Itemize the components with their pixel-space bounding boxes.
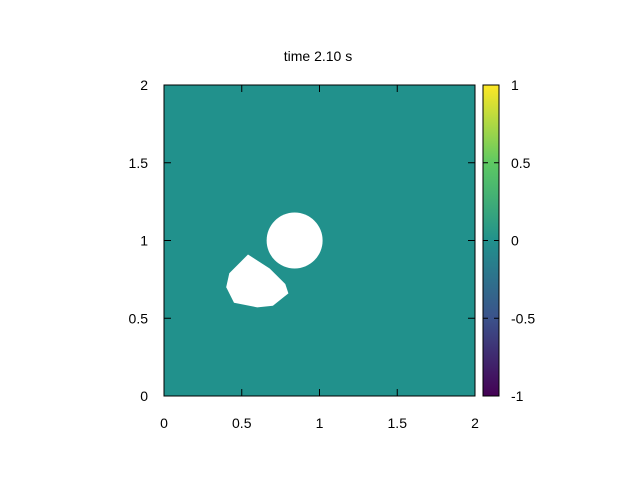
colorbar-tick-label: -1 — [511, 388, 524, 404]
colorbar: -1 -0.5 0 0.5 1 — [482, 77, 535, 404]
x-tick-label: 0 — [160, 415, 168, 431]
x-tick-label: 1 — [316, 415, 324, 431]
void-region-2 — [226, 254, 289, 308]
y-axis: 0 0.5 1 1.5 2 — [129, 77, 475, 404]
void-regions — [226, 212, 323, 308]
colorbar-tick-label: 0.5 — [511, 155, 531, 171]
colorbar-tick-label: -0.5 — [511, 310, 535, 326]
colorbar-tick-label: 1 — [511, 77, 519, 93]
chart-title: time 2.10 s — [284, 48, 352, 64]
void-region-1 — [266, 212, 323, 269]
colorbar-tick-label: 0 — [511, 233, 519, 249]
y-tick-label: 0 — [140, 388, 148, 404]
x-tick-label: 0.5 — [232, 415, 252, 431]
x-tick-label: 2 — [471, 415, 479, 431]
y-tick-label: 1.5 — [129, 155, 149, 171]
y-tick-label: 2 — [140, 77, 148, 93]
x-tick-label: 1.5 — [388, 415, 408, 431]
x-axis: 0 0.5 1 1.5 2 — [160, 85, 479, 431]
y-tick-label: 0.5 — [129, 310, 149, 326]
y-tick-label: 1 — [140, 233, 148, 249]
plot-area — [163, 84, 476, 397]
